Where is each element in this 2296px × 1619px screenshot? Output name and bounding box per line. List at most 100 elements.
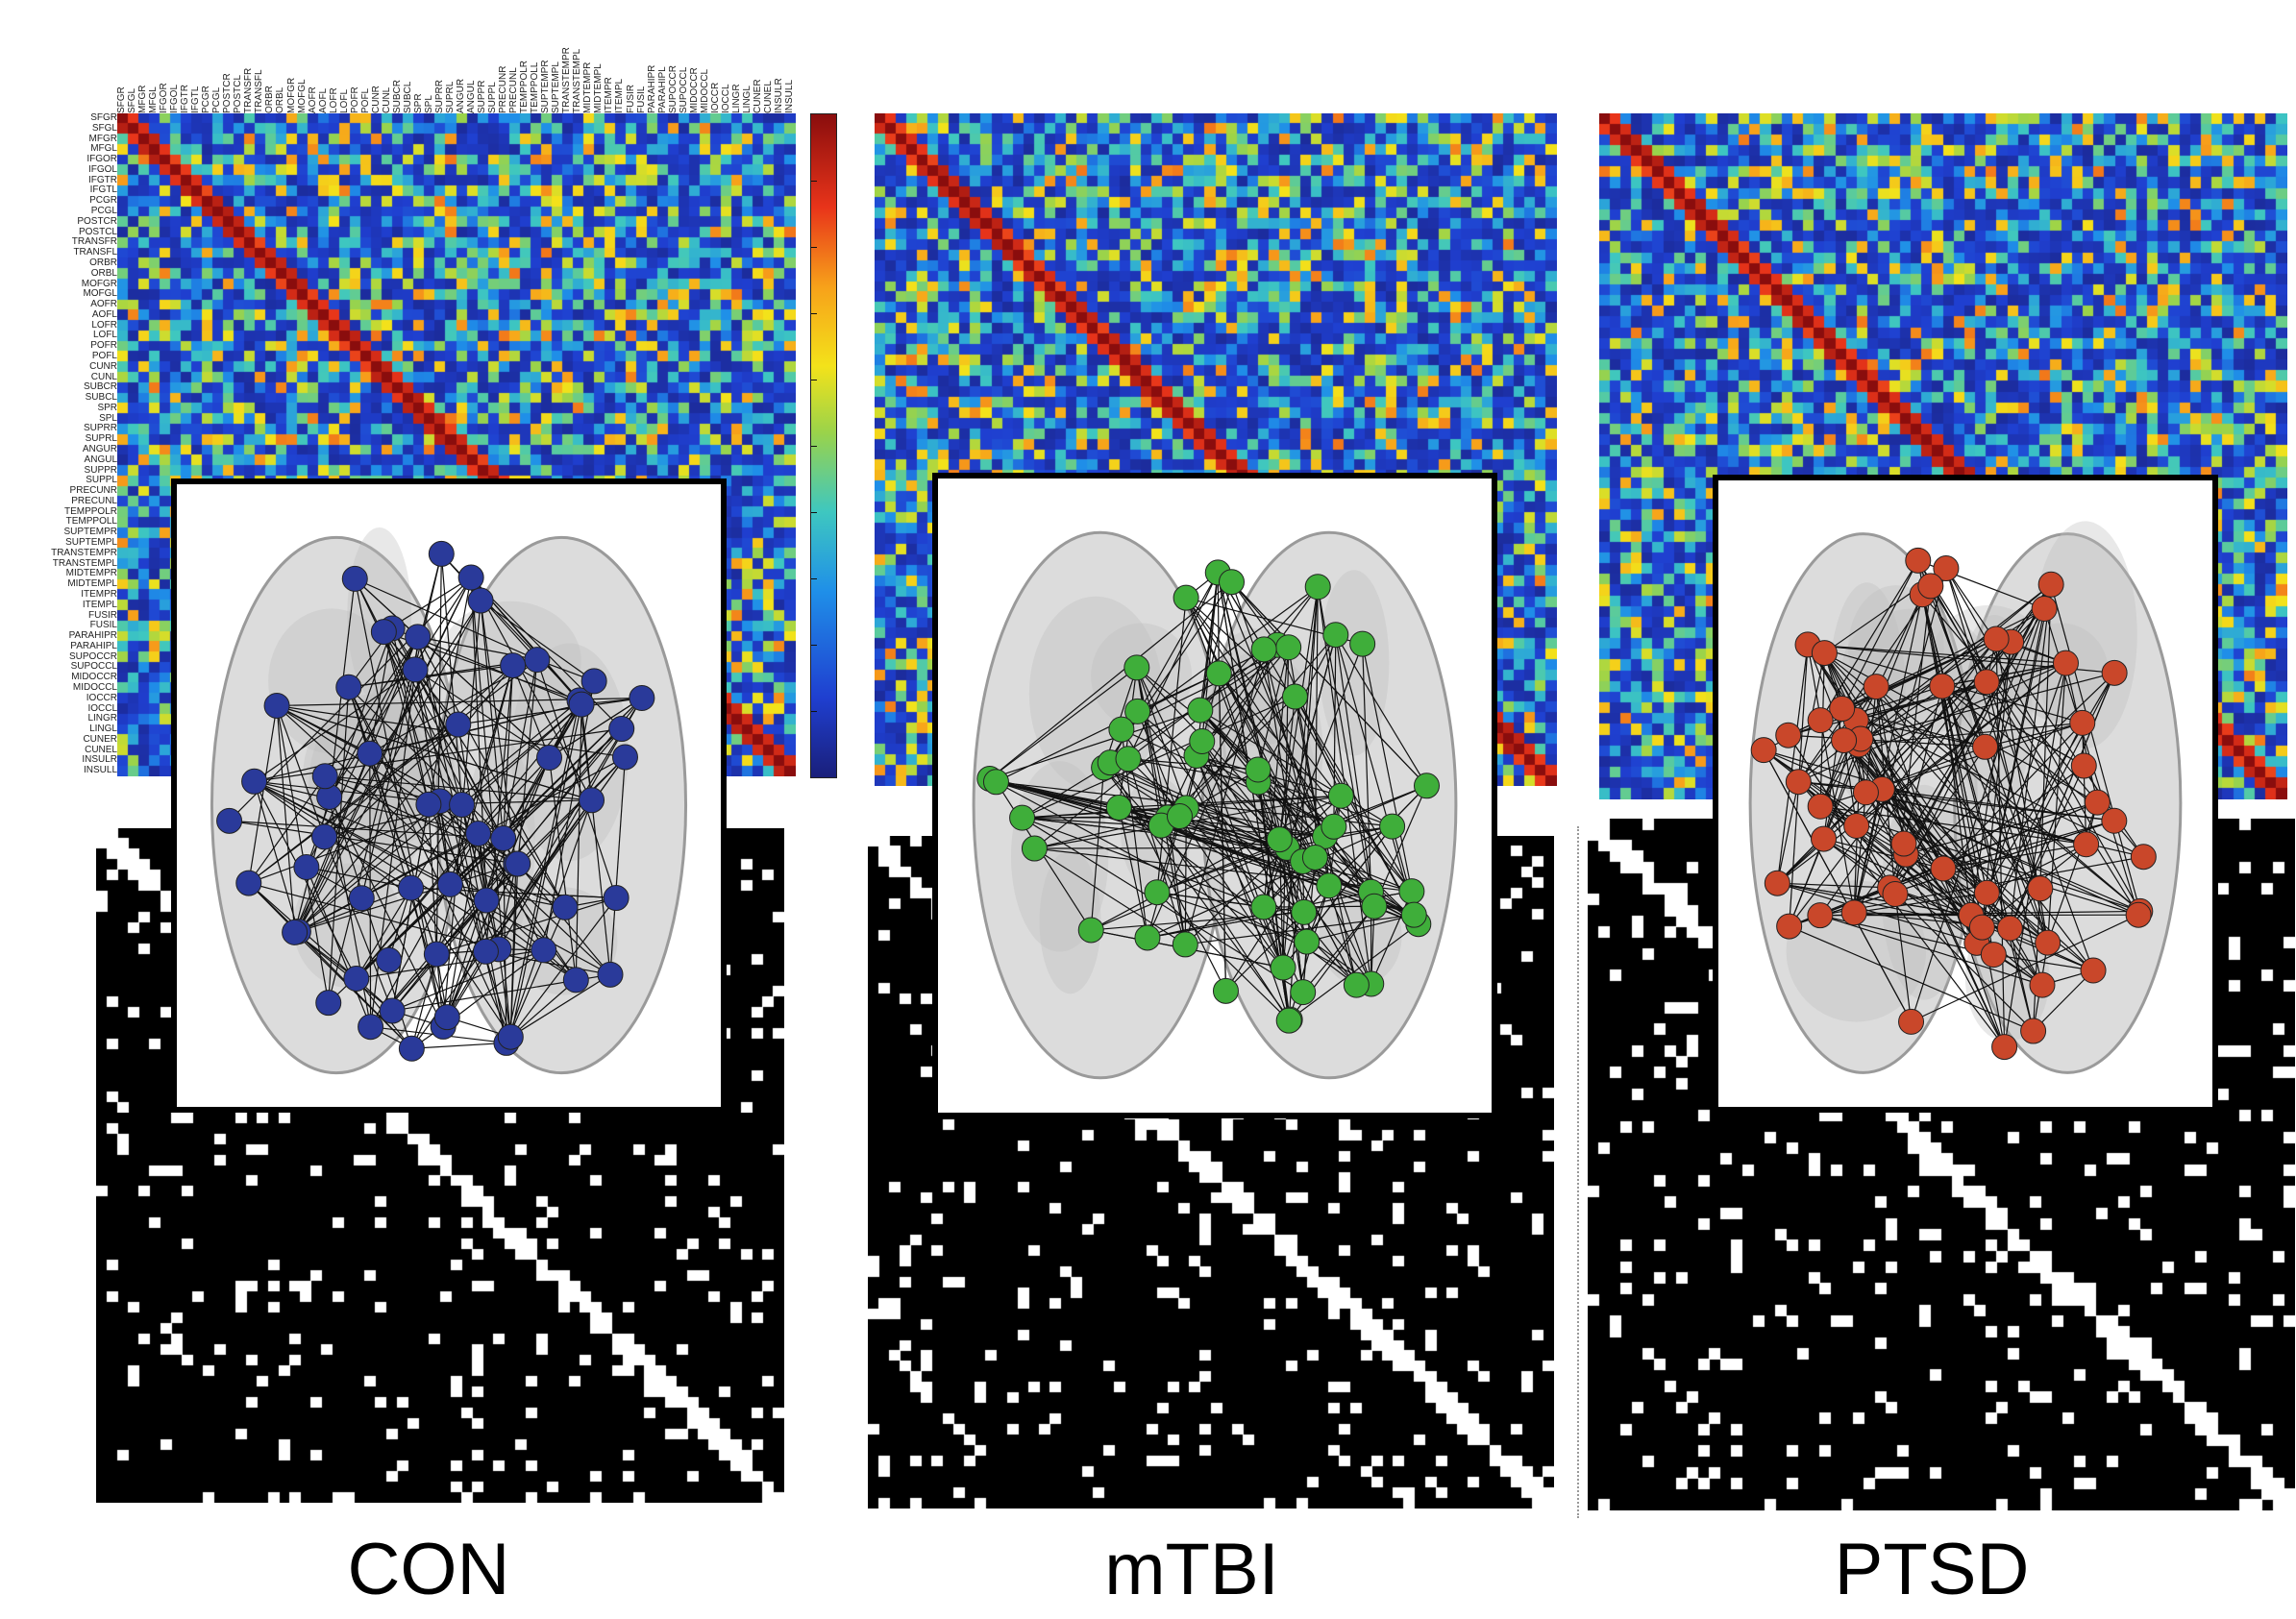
group-label-ptsd: PTSD [1834, 1529, 2030, 1610]
region-column-label: LINGL [741, 86, 753, 113]
network-edge [1231, 581, 1427, 787]
network-node [1316, 872, 1343, 899]
network-edge [410, 887, 511, 1038]
region-column-label: ITEMPR [604, 77, 615, 113]
network-node [1929, 673, 1956, 699]
region-column-label: PCGL [211, 86, 223, 113]
network-edge [356, 728, 623, 979]
region-column-label: POFL [359, 87, 371, 113]
network-node [1275, 1007, 1302, 1034]
network-node [398, 1035, 425, 1062]
network-edge [1034, 846, 1288, 849]
region-column-label: MFGR [137, 85, 149, 113]
network-node [1270, 954, 1296, 981]
network-node [398, 874, 425, 901]
region-column-label: TEMPPOLR [519, 60, 531, 113]
network-edge [1945, 568, 2141, 912]
network-edge [1217, 572, 1326, 837]
network-edge [1231, 581, 1278, 646]
network-edge [1788, 734, 1891, 889]
network-node [1134, 924, 1161, 951]
network-edge [1854, 912, 1972, 917]
region-column-label: SUPPR [477, 80, 488, 113]
network-node [1983, 626, 2010, 652]
network-edge [411, 1042, 506, 1049]
region-column-label: ANGUR [456, 78, 466, 113]
network-edge [1894, 584, 2052, 895]
group-label-mtbi: mTBI [1104, 1529, 1279, 1610]
network-node [1882, 880, 1909, 907]
network-edge [2033, 969, 2094, 1032]
network-node [1930, 855, 1957, 882]
region-column-label: SUPRL [444, 81, 456, 113]
region-column-label: SUBCL [402, 81, 413, 113]
network-edge [1823, 638, 1997, 840]
network-edge [360, 553, 442, 898]
network-edge [1127, 572, 1219, 759]
network-node [1776, 913, 1803, 940]
network-node [2101, 659, 2128, 686]
network-node [1275, 634, 1302, 661]
network-edge [276, 705, 296, 933]
network-node [1361, 893, 1388, 920]
network-edge [428, 803, 611, 975]
region-column-label: SFGR [116, 86, 127, 113]
region-column-label: CUNL [381, 86, 392, 113]
network-node [348, 885, 375, 912]
network-node [1933, 555, 1960, 582]
brain-fold [1319, 570, 1390, 756]
network-node [1905, 547, 1932, 574]
network-edge [1942, 820, 2114, 870]
network-edge [1127, 758, 1259, 783]
colorbar-tick [811, 645, 817, 646]
network-edge [1218, 673, 1227, 992]
network-edge [1156, 598, 1187, 893]
network-edge [442, 949, 545, 1027]
network-node [1829, 696, 1856, 723]
network-edge [1185, 644, 1278, 809]
region-column-label: TRANSFR [243, 67, 255, 113]
region-column-label: IFGTL [190, 86, 202, 113]
network-edge [414, 669, 507, 1043]
region-row-label: FUSIL [89, 620, 117, 631]
network-edge [1217, 572, 1290, 1021]
region-column-label: FUSIL [635, 86, 647, 113]
network-node [1379, 813, 1406, 840]
region-row-label: ITEMPL [82, 599, 117, 610]
network-node [1917, 573, 1944, 600]
network-node [611, 744, 638, 771]
colorbar-tick [811, 512, 817, 513]
network-edge [1136, 667, 1187, 809]
brain-network-graph [1748, 521, 2183, 1074]
network-edge [248, 882, 500, 950]
region-row-label: LOFR [91, 319, 117, 331]
region-column-label: AOFL [317, 87, 329, 113]
network-edge [391, 949, 544, 1012]
region-column-label: PRECUNR [498, 65, 509, 113]
region-row-label: SPR [97, 402, 117, 413]
network-edge [428, 804, 437, 955]
region-row-label: POSTCR [77, 215, 117, 227]
region-row-label: IFGTR [88, 174, 117, 185]
region-row-label: TRANSTEMPL [52, 557, 117, 569]
region-column-label: ANGUL [466, 80, 478, 113]
network-node [376, 946, 403, 973]
network-node [568, 691, 595, 718]
network-node [1811, 825, 1838, 852]
network-edge [1185, 597, 1296, 698]
network-edge [989, 667, 1138, 779]
network-node [293, 854, 320, 881]
network-edge [1823, 838, 2043, 986]
network-edge [549, 697, 643, 759]
network-node [536, 744, 563, 771]
network-node [603, 885, 630, 912]
network-node [500, 652, 527, 679]
network-node [1343, 971, 1370, 998]
network-node [1349, 630, 1376, 657]
network-node [423, 941, 450, 968]
network-node [1245, 756, 1271, 783]
region-column-label: CUNER [752, 79, 763, 113]
network-node [1807, 707, 1834, 734]
brain-network-inset-mtbi [932, 473, 1497, 1118]
brain-fold [1039, 849, 1101, 994]
